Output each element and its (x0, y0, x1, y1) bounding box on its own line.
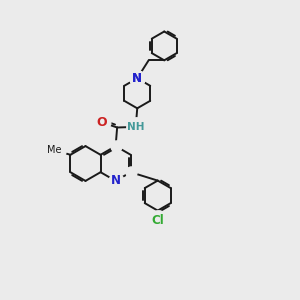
Text: N: N (132, 72, 142, 85)
Text: N: N (111, 174, 121, 188)
Text: O: O (96, 116, 107, 129)
Text: Me: Me (47, 146, 62, 155)
Text: NH: NH (127, 122, 145, 132)
Text: N: N (132, 72, 142, 85)
Text: Cl: Cl (151, 214, 164, 227)
